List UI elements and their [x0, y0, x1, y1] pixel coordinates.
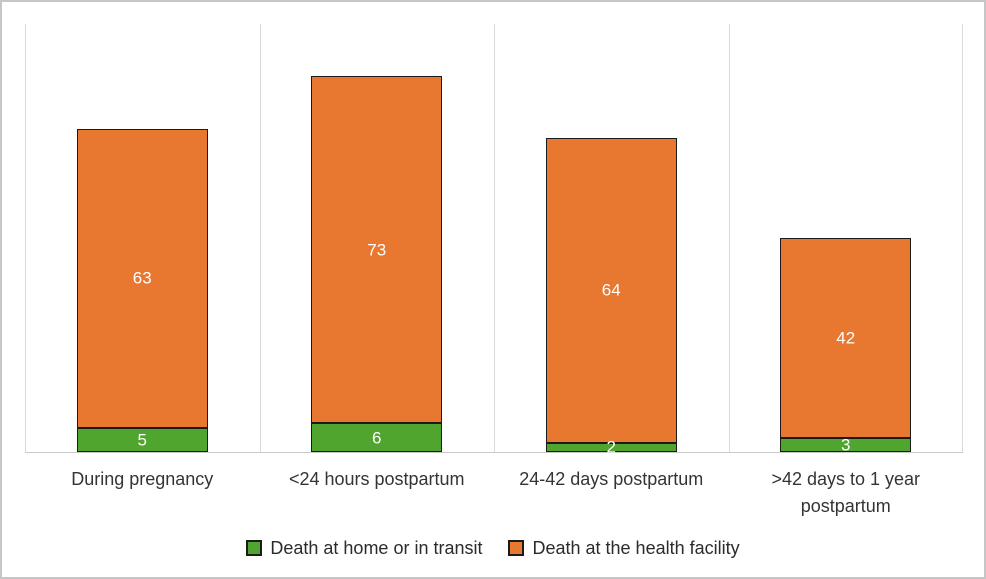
legend-item-home: Death at home or in transit	[246, 538, 482, 558]
legend-label: Death at home or in transit	[270, 538, 483, 558]
plot-area: 63 5 73 6 64 2 42 3	[25, 24, 964, 456]
data-label: 63	[132, 268, 152, 288]
legend: Death at home or in transit Death at the…	[2, 538, 984, 558]
legend-swatch-orange-icon	[508, 540, 525, 556]
stacked-bar: 42 3	[780, 24, 912, 455]
bar-segment: 5	[76, 428, 208, 452]
data-label: 64	[601, 280, 621, 300]
gridline	[962, 24, 963, 452]
x-axis-label: >42 days to 1 year postpartum	[771, 469, 921, 516]
data-label: 6	[372, 428, 382, 448]
category-band: 64 2	[494, 24, 729, 456]
stacked-bar: 63 5	[76, 24, 208, 452]
bar-segment: 6	[311, 423, 443, 452]
category-band: 42 3	[729, 24, 964, 455]
stacked-bar: 73 6	[311, 24, 443, 452]
gridline	[494, 24, 495, 452]
x-axis-label: During pregnancy	[71, 469, 214, 489]
category-band: 73 6	[260, 24, 495, 452]
legend-swatch-green-icon	[246, 540, 263, 556]
x-axis-line	[25, 452, 963, 453]
bar-segment: 2	[545, 439, 677, 456]
stacked-bar: 64 2	[545, 24, 677, 456]
bar-segment: 42	[780, 238, 912, 438]
x-axis-label: 24-42 days postpartum	[519, 469, 704, 489]
bar-segment: 63	[76, 128, 208, 429]
data-label: 3	[841, 435, 851, 455]
gridline	[259, 24, 261, 452]
bars-root: 63 5 73 6 64 2 42 3	[25, 24, 964, 456]
category-band: 63 5	[25, 24, 260, 452]
bar-segment: 3	[780, 435, 912, 455]
data-label: 73	[367, 240, 387, 260]
gridline	[25, 24, 26, 452]
x-axis-labels: During pregnancy <24 hours postpartum 24-4…	[25, 454, 963, 520]
bar-segment: 73	[311, 76, 443, 424]
bar-segment: 64	[545, 138, 677, 443]
legend-label: Death at the health facility	[532, 538, 740, 558]
data-label: 42	[836, 328, 856, 348]
x-axis-label: <24 hours postpartum	[288, 469, 465, 489]
legend-item-facility: Death at the health facility	[508, 538, 740, 558]
gridline	[728, 24, 730, 452]
data-label: 5	[137, 430, 147, 450]
